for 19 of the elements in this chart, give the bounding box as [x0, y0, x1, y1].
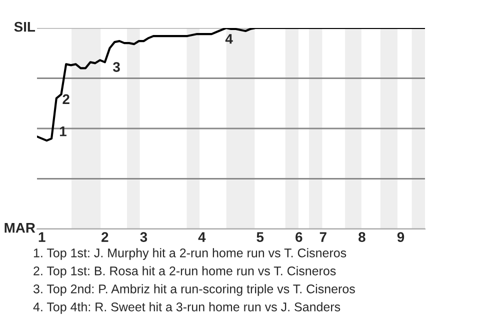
ref-line-label: SIL: [14, 22, 36, 32]
x-tick-label: 4: [198, 232, 206, 242]
x-tick-label: 3: [140, 232, 148, 242]
x-tick-label: 6: [296, 232, 302, 242]
annotation: 2: [62, 94, 70, 104]
annotation: 1: [60, 126, 66, 136]
annotation: 3: [112, 62, 120, 72]
x-tick-label: 5: [256, 232, 264, 242]
text: 3. Top 2nd: P. Ambriz hit a run-scoring triple vs T. Cisneros: [33, 284, 355, 296]
text: 4. Top 4th: R. Sweet hit a 3-run home run vs J. Sanders: [33, 302, 340, 314]
annotation: 4: [225, 34, 233, 44]
ref-line-label: MAR: [4, 223, 36, 233]
x-tick-label: 7: [320, 232, 326, 242]
x-tick-label: 2: [102, 232, 108, 242]
x-tick-label: 8: [358, 232, 366, 242]
x-tick-label: 1: [38, 232, 46, 242]
text: 1. Top 1st: J. Murphy hit a 2-run home run vs T. Cisneros: [34, 248, 346, 260]
text: 2. Top 1st: B. Rosa hit a 2-run home run vs T. Cisneros: [34, 266, 336, 278]
x-tick-label: 9: [397, 232, 404, 242]
